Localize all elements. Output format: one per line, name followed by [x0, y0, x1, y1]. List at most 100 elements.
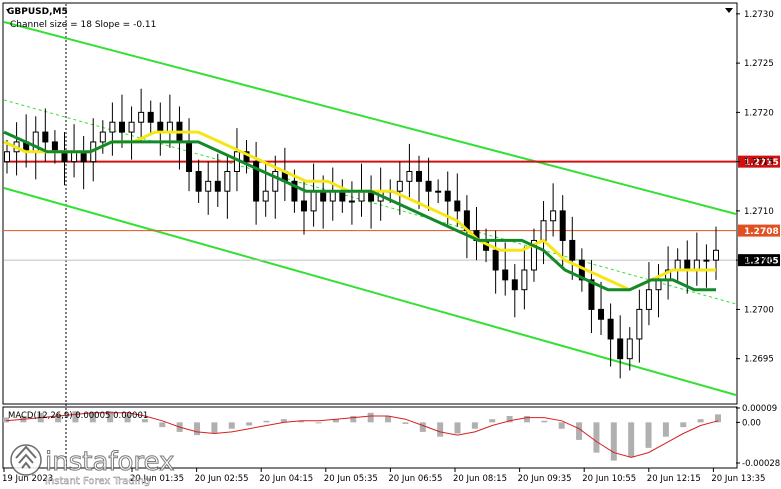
candle-body-26 — [253, 161, 260, 202]
symbol-arrow-icon — [6, 9, 10, 12]
candle-body-62 — [598, 308, 605, 320]
macd-pane-frame — [2, 406, 738, 469]
candle-body-58 — [559, 210, 566, 241]
macd-bar-7 — [124, 414, 131, 423]
channel-upper-line — [3, 21, 737, 215]
macd-bar-14 — [246, 422, 253, 426]
macd-bar-25 — [437, 422, 444, 437]
candle-body-16 — [157, 121, 164, 133]
candle-body-23 — [224, 170, 231, 192]
candle-body-52 — [502, 269, 509, 281]
candle-body-10 — [99, 131, 106, 143]
candle-body-5 — [51, 141, 58, 153]
candle-body-42 — [406, 170, 413, 182]
macd-bar-11 — [194, 422, 201, 436]
macd-bar-21 — [367, 412, 374, 423]
symbol-label: GBPUSD,M5 — [7, 7, 68, 17]
macd-indicator: 0.00009 0.00 -0.00028 — [3, 404, 780, 469]
indicator-label: Channel size = 18 Slope = -0.11 — [10, 20, 156, 30]
level-tag-2 — [738, 254, 780, 267]
candle-body-20 — [195, 170, 202, 192]
candle-body-74 — [713, 249, 719, 261]
macd-bar-32 — [558, 422, 565, 429]
moving-averages — [3, 130, 716, 292]
x-tick-label-1: 20 Jun 01:35 — [130, 474, 184, 484]
x-tick-label-3: 20 Jun 04:15 — [259, 474, 313, 484]
macd-bar-12 — [211, 422, 218, 434]
candle-body-28 — [272, 170, 279, 192]
candle-body-54 — [521, 269, 528, 291]
candle-body-73 — [703, 259, 710, 262]
x-tick-label-10: 20 Jun 13:35 — [711, 474, 765, 484]
candle-body-63 — [607, 318, 614, 340]
macd-bar-38 — [662, 422, 669, 437]
macd-bar-39 — [680, 422, 687, 428]
macd-tick-label-2: -0.00028 — [742, 459, 780, 469]
candle-body-11 — [109, 121, 116, 133]
watermark-logo-mark — [15, 445, 37, 469]
candle-body-0 — [4, 151, 10, 163]
macd-signal-line — [5, 412, 719, 458]
x-tick-label-2: 20 Jun 02:55 — [195, 474, 249, 484]
candle-body-31 — [301, 200, 308, 212]
macd-bar-41 — [715, 414, 721, 423]
macd-bar-31 — [541, 420, 548, 423]
x-tick-label-6: 20 Jun 08:15 — [453, 474, 507, 484]
chart-menu-icon[interactable] — [725, 8, 733, 13]
y-tick-label-2: 1.2705 — [744, 256, 774, 266]
candle-body-55 — [530, 239, 537, 271]
candle-body-47 — [454, 200, 461, 212]
macd-label: MACD(12,26,9) 0.00005 0.00001 — [8, 411, 148, 421]
regression-channel — [3, 21, 737, 396]
x-tick-label-7: 20 Jun 09:35 — [518, 474, 572, 484]
candle-body-45 — [435, 190, 442, 193]
time-axis: 19 Jun 2023 20 Jun 01:35 20 Jun 02:55 20 Ju… — [2, 468, 765, 484]
macd-bar-3 — [55, 414, 62, 423]
candle-body-22 — [214, 180, 221, 192]
x-tick-label-9: 20 Jun 12:15 — [647, 474, 701, 484]
channel-middle-line — [3, 99, 737, 305]
macd-bar-13 — [228, 422, 235, 429]
candle-body-12 — [118, 121, 125, 133]
macd-bar-19 — [332, 419, 339, 423]
macd-bar-4 — [72, 411, 79, 423]
macd-bar-30 — [523, 415, 530, 423]
macd-tick-label-0: 0.00009 — [742, 404, 777, 414]
macd-bar-27 — [471, 422, 478, 429]
x-tick-label-5: 20 Jun 06:55 — [388, 474, 442, 484]
watermark-brand: instaforex — [45, 447, 174, 477]
level-tag-label-2: 1.2705 — [744, 257, 779, 267]
candle-body-61 — [588, 279, 595, 310]
candle-body-41 — [396, 180, 403, 192]
macd-bar-18 — [315, 422, 322, 424]
macd-bar-5 — [89, 412, 96, 423]
macd-bar-28 — [489, 419, 496, 423]
price-axis: 1.2695 1.2700 1.2705 1.2710 1.2715 1.2720 1.27… — [736, 10, 774, 365]
candle-body-56 — [540, 220, 547, 241]
level-tag-label-1: 1.2708 — [744, 227, 779, 237]
macd-bar-17 — [298, 420, 305, 423]
macd-bar-0 — [3, 417, 9, 423]
ma-line-ma_slow — [3, 130, 716, 292]
candle-body-13 — [128, 121, 135, 133]
candle-body-51 — [492, 249, 499, 271]
watermark: instaforex Instant Forex Trading — [10, 444, 175, 487]
candle-body-59 — [569, 239, 576, 261]
macd-bar-8 — [141, 419, 148, 423]
candle-body-15 — [147, 111, 154, 123]
macd-bar-24 — [419, 422, 426, 432]
macd-bar-9 — [159, 422, 166, 428]
candle-body-30 — [291, 180, 298, 202]
y-tick-label-0: 1.2695 — [744, 355, 774, 365]
candle-body-21 — [205, 180, 212, 192]
candle-body-57 — [550, 210, 557, 222]
channel-lower-line — [3, 187, 737, 396]
x-tick-label-0: 19 Jun 2023 — [2, 474, 53, 484]
candle-body-44 — [425, 180, 432, 192]
y-tick-label-1: 1.2700 — [744, 305, 774, 315]
macd-tick-label-1: 0.00 — [742, 418, 761, 428]
macd-bar-22 — [385, 415, 392, 423]
y-tick-label-3: 1.2710 — [744, 207, 774, 217]
